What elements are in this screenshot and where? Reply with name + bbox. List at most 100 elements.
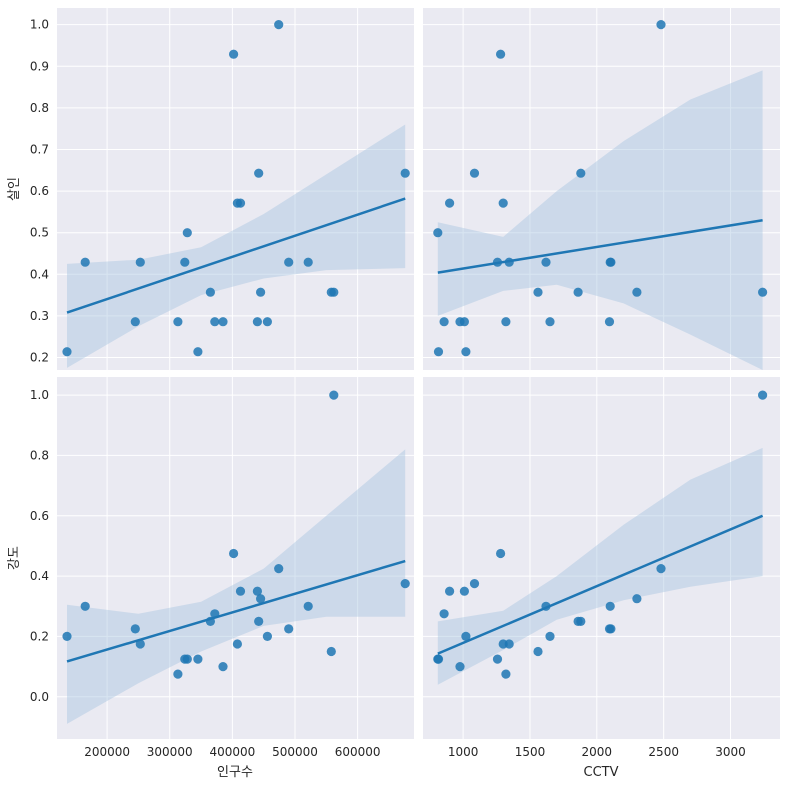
data-point: [400, 168, 410, 178]
data-point: [632, 287, 642, 297]
data-point: [218, 662, 228, 672]
y-axis-label-robbery: 강도: [7, 546, 22, 570]
y-tick-label: 1.0: [30, 18, 49, 32]
data-point: [229, 548, 239, 559]
panel-background: [423, 377, 780, 739]
y-axis-row-1: 0.0 0.2 0.4 0.6 0.8 1.0: [30, 388, 49, 704]
data-point: [498, 198, 508, 208]
data-point: [329, 287, 339, 297]
confidence-band: [437, 70, 763, 371]
data-point: [303, 257, 313, 267]
x-axis-label-cctv: CCTV: [584, 765, 619, 780]
data-point: [604, 317, 615, 327]
data-point: [284, 624, 294, 634]
data-point: [254, 616, 264, 627]
regression-line: [437, 218, 763, 274]
data-point: [606, 624, 616, 634]
data-point: [492, 654, 503, 664]
data-point: [62, 347, 72, 357]
data-point: [656, 20, 666, 30]
panel-robbery-population: [57, 377, 414, 739]
x-tick-label: 3000: [715, 745, 746, 759]
x-tick-label: 500000: [272, 745, 318, 759]
x-tick-label: 2500: [648, 745, 679, 759]
data-point: [130, 624, 140, 634]
data-point: [235, 586, 246, 596]
y-tick-label: 0.7: [30, 143, 49, 157]
regression-line: [66, 559, 406, 663]
data-point: [135, 639, 145, 649]
data-point: [400, 579, 410, 589]
data-point: [274, 20, 284, 30]
scatter-points: [62, 390, 410, 679]
panel-grid: [57, 377, 414, 739]
scatter-points: [62, 20, 410, 357]
data-point: [445, 198, 455, 208]
panel-robbery-cctv: [423, 377, 780, 739]
data-point: [455, 662, 465, 672]
data-point: [274, 564, 284, 574]
y-tick-label: 0.8: [30, 101, 49, 115]
panel-background: [57, 377, 414, 739]
data-point: [252, 586, 262, 596]
y-tick-label: 0.6: [30, 184, 49, 198]
data-point: [632, 594, 642, 604]
y-tick-label: 0.8: [30, 448, 49, 462]
data-point: [193, 347, 203, 357]
regression-line: [437, 514, 764, 655]
data-point: [496, 548, 506, 559]
data-point: [130, 317, 140, 327]
panel-murder-cctv: [423, 8, 780, 371]
y-tick-label: 0.9: [30, 59, 49, 73]
data-point: [504, 639, 514, 649]
y-tick-label: 0.2: [30, 351, 49, 365]
y-axis-row-0: 0.2 0.3 0.4 0.5 0.6 0.7 0.8 0.9 1.0: [30, 18, 49, 365]
data-point: [439, 317, 449, 327]
y-tick-label: 0.3: [30, 309, 49, 323]
regression-line: [66, 197, 406, 314]
data-point: [433, 654, 444, 664]
data-point: [229, 49, 239, 59]
data-point: [501, 669, 511, 679]
data-point: [758, 390, 768, 400]
data-point: [459, 586, 469, 596]
y-tick-label: 0.4: [30, 569, 49, 583]
data-point: [469, 579, 480, 589]
confidence-band: [67, 124, 406, 368]
x-axis-col-1: 1000 1500 2000 2500 3000: [448, 745, 746, 759]
data-point: [232, 639, 242, 649]
data-point: [80, 601, 90, 611]
data-point: [433, 347, 444, 357]
x-tick-label: 1000: [448, 745, 479, 759]
data-point: [541, 257, 551, 267]
data-point: [461, 631, 471, 642]
data-point: [573, 287, 583, 297]
data-point: [135, 257, 145, 267]
data-point: [545, 317, 555, 327]
y-axis-label-murder: 살인: [7, 177, 22, 201]
data-point: [469, 168, 480, 178]
data-point: [205, 287, 215, 297]
y-tick-label: 0.6: [30, 509, 49, 523]
data-point: [545, 631, 555, 642]
y-tick-label: 0.4: [30, 267, 49, 281]
x-tick-label: 1500: [515, 745, 546, 759]
data-point: [252, 317, 262, 327]
data-point: [533, 646, 543, 657]
data-point: [256, 594, 266, 604]
panel-grid: [57, 8, 414, 370]
panel-background: [423, 8, 780, 370]
data-point: [256, 287, 266, 297]
panel-murder-population: [57, 8, 414, 370]
data-point: [262, 631, 272, 642]
data-point: [496, 49, 506, 59]
data-point: [235, 198, 246, 208]
data-point: [576, 616, 586, 627]
data-point: [533, 287, 543, 297]
data-point: [180, 257, 190, 267]
y-tick-label: 0.5: [30, 226, 49, 240]
data-point: [439, 609, 449, 619]
data-point: [210, 317, 220, 327]
data-point: [173, 317, 183, 327]
